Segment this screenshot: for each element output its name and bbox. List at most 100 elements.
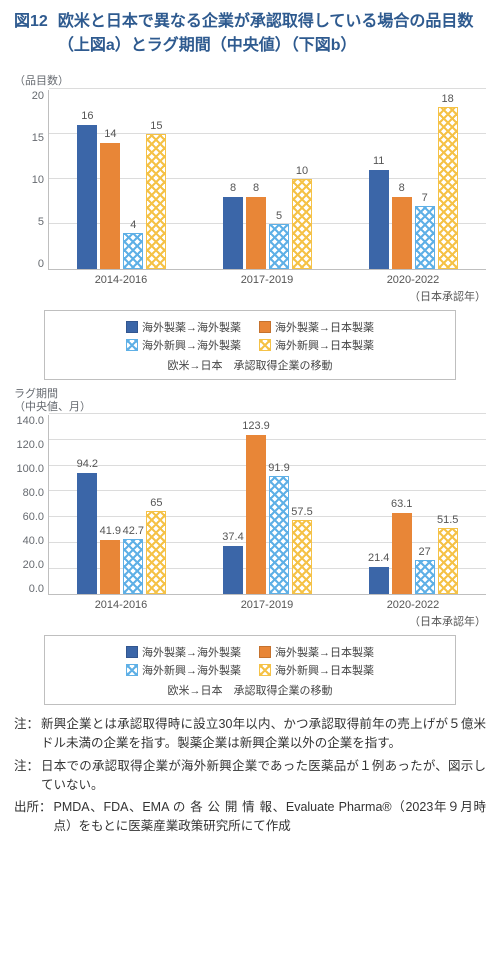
chart-b-x-note: （日本承認年） [14, 613, 486, 629]
bar-group: 37.4123.991.957.5 [195, 435, 341, 594]
legend-label: 海外新興→海外製薬 [142, 337, 241, 353]
bar-s2: 41.9 [100, 540, 120, 594]
note: 出所：PMDA、FDA、EMA の 各 公 開 情 報、Evaluate Pha… [14, 798, 486, 836]
x-tick: 2017-2019 [241, 599, 294, 611]
legend-item: 海外製薬→海外製薬 [126, 319, 241, 335]
bar-value-label: 14 [104, 128, 116, 140]
legend-label: 海外製薬→海外製薬 [142, 644, 241, 660]
bar-s4: 51.5 [438, 528, 458, 594]
bar-value-label: 41.9 [100, 525, 121, 537]
chart-b: ラグ期間 （中央値、月） 140.0120.0100.080.060.040.0… [14, 388, 486, 705]
legend-item: 海外製薬→日本製薬 [259, 644, 374, 660]
note-text: 新興企業とは承認取得時に設立30年以内、かつ承認取得前年の売上げが５億米ドル未満… [41, 715, 486, 753]
bar-value-label: 16 [81, 110, 93, 122]
legend-caption: 欧米→日本 承認取得企業の移動 [55, 357, 445, 373]
chart-a-legend: 海外製薬→海外製薬海外製薬→日本製薬 海外新興→海外製薬海外新興→日本製薬 欧米… [44, 310, 456, 380]
bar-value-label: 65 [150, 497, 162, 509]
legend-item: 海外新興→日本製薬 [259, 662, 374, 678]
figure-title: 図12 欧米と日本で異なる企業が承認取得している場合の品目数（上図a）とラグ期間… [14, 10, 486, 58]
legend-label: 海外製薬→日本製薬 [275, 644, 374, 660]
legend-swatch [259, 339, 271, 351]
legend-caption: 欧米→日本 承認取得企業の移動 [55, 682, 445, 698]
bar-value-label: 57.5 [291, 506, 312, 518]
bar-value-label: 27 [419, 546, 431, 558]
bar-s2: 123.9 [246, 435, 266, 594]
legend-swatch [126, 321, 138, 333]
bar-value-label: 8 [253, 182, 259, 194]
bar-value-label: 5 [276, 210, 282, 222]
chart-a: （品目数） 20151050 161441588510118718 2014-2… [14, 72, 486, 380]
chart-b-legend: 海外製薬→海外製薬 海外製薬→日本製薬 海外新興→海外製薬 海外新興→日本製薬 欧米… [44, 635, 456, 705]
note: 注：日本での承認取得企業が海外新興企業であった医薬品が１例あったが、図示していな… [14, 757, 486, 795]
bar-s4: 18 [438, 107, 458, 269]
chart-a-x-note: （日本承認年） [14, 288, 486, 304]
bar-group: 21.463.12751.5 [340, 513, 486, 594]
chart-b-plot: 94.241.942.76537.4123.991.957.521.463.12… [48, 415, 486, 595]
x-tick: 2014-2016 [95, 599, 148, 611]
y-tick: 100.0 [16, 463, 44, 475]
y-tick: 15 [32, 132, 44, 144]
bar-s1: 16 [77, 125, 97, 269]
bar-value-label: 21.4 [368, 552, 389, 564]
chart-a-y-axis: 20151050 [14, 90, 48, 270]
legend-swatch [259, 321, 271, 333]
bar-s2: 8 [246, 197, 266, 269]
note-label: 注： [14, 715, 39, 753]
bar-s4: 15 [146, 134, 166, 269]
bar-value-label: 51.5 [437, 514, 458, 526]
bar-value-label: 10 [296, 165, 308, 177]
bar-s1: 11 [369, 170, 389, 269]
note-text: 日本での承認取得企業が海外新興企業であった医薬品が１例あったが、図示していない。 [41, 757, 486, 795]
legend-swatch [126, 646, 138, 658]
chart-b-ylabel: ラグ期間 （中央値、月） [14, 388, 486, 413]
figure-number: 図12 [14, 10, 48, 34]
legend-swatch [126, 339, 138, 351]
bar-value-label: 11 [373, 155, 384, 167]
bar-group: 88510 [195, 179, 341, 269]
bar-s3: 27 [415, 560, 435, 595]
legend-swatch [259, 664, 271, 676]
bar-s1: 8 [223, 197, 243, 269]
bar-group: 118718 [340, 107, 486, 269]
bar-value-label: 91.9 [268, 462, 289, 474]
legend-item: 海外製薬→日本製薬 [259, 319, 374, 335]
y-tick: 140.0 [16, 415, 44, 427]
bar-s3: 5 [269, 224, 289, 269]
y-tick: 40.0 [23, 535, 44, 547]
bar-value-label: 37.4 [222, 531, 243, 543]
note-label: 注： [14, 757, 39, 795]
bar-value-label: 42.7 [123, 525, 144, 537]
legend-item: 海外製薬→海外製薬 [126, 644, 241, 660]
bar-s4: 10 [292, 179, 312, 269]
y-tick: 0 [38, 258, 44, 270]
legend-label: 海外製薬→海外製薬 [142, 319, 241, 335]
bar-value-label: 15 [150, 120, 162, 132]
bar-value-label: 7 [422, 192, 428, 204]
bar-value-label: 123.9 [242, 420, 270, 432]
chart-a-x-axis: 2014-20162017-20192020-2022 [48, 270, 486, 286]
note-text: PMDA、FDA、EMA の 各 公 開 情 報、Evaluate Pharma… [54, 798, 486, 836]
bar-s2: 8 [392, 197, 412, 269]
y-tick: 20.0 [23, 559, 44, 571]
bar-group: 16 14 415 [49, 125, 195, 269]
bar-s3: 4 [123, 233, 143, 269]
y-tick: 80.0 [23, 487, 44, 499]
x-tick: 2020-2022 [387, 274, 440, 286]
bar-value-label: 94.2 [77, 458, 98, 470]
y-tick: 60.0 [23, 511, 44, 523]
bar-s3: 91.9 [269, 476, 289, 594]
bar-value-label: 18 [442, 93, 454, 105]
chart-a-plot: 161441588510118718 [48, 90, 486, 270]
note: 注：新興企業とは承認取得時に設立30年以内、かつ承認取得前年の売上げが５億米ドル… [14, 715, 486, 753]
legend-label: 海外新興→日本製薬 [275, 662, 374, 678]
chart-b-y-axis: 140.0120.0100.080.060.040.020.00.0 [14, 415, 48, 595]
x-tick: 2017-2019 [241, 274, 294, 286]
legend-item: 海外新興→海外製薬 [126, 662, 241, 678]
notes: 注：新興企業とは承認取得時に設立30年以内、かつ承認取得前年の売上げが５億米ドル… [14, 715, 486, 836]
bar-value-label: 8 [399, 182, 405, 194]
bar-s3: 42.7 [123, 539, 143, 594]
x-tick: 2020-2022 [387, 599, 440, 611]
bar-s2: 63.1 [392, 513, 412, 594]
y-tick: 5 [38, 216, 44, 228]
bar-s1: 37.4 [223, 546, 243, 594]
